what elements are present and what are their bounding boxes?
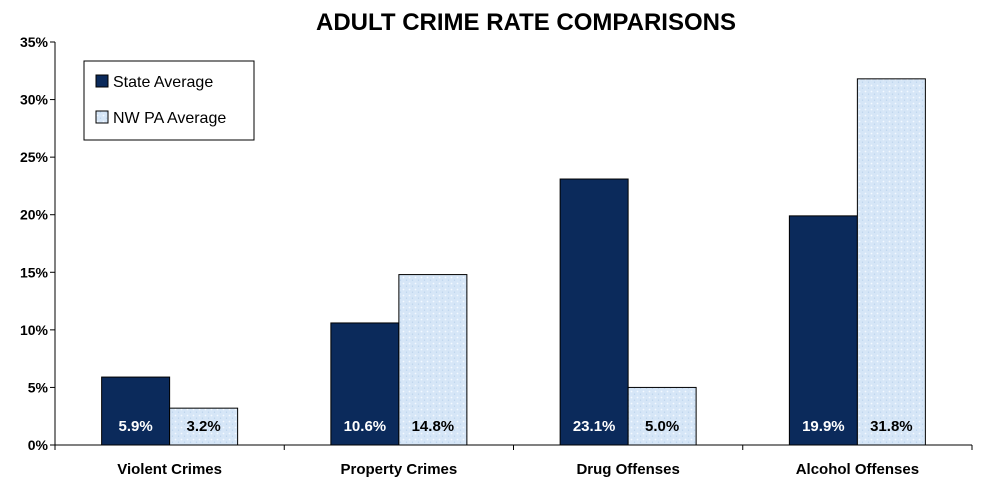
bar-data-label: 14.8% bbox=[412, 418, 455, 435]
bar-state-average bbox=[330, 322, 400, 446]
bars: 5.9% 10.6% 23.1% 19.9% 3.2% 14.8% 5.0% 31.8% bbox=[101, 78, 926, 446]
y-tick-label: 15% bbox=[20, 264, 49, 280]
y-tick-label: 30% bbox=[20, 92, 49, 108]
legend: State Average NW PA Average bbox=[83, 60, 255, 141]
x-category-label: Violent Crimes bbox=[117, 461, 222, 478]
x-category-label: Alcohol Offenses bbox=[796, 461, 919, 478]
x-axis: Violent Crimes Property Crimes Drug Offens… bbox=[54, 444, 973, 478]
legend-swatch bbox=[95, 74, 109, 88]
bar-data-label: 5.9% bbox=[119, 418, 153, 435]
bar-data-label: 23.1% bbox=[573, 418, 616, 435]
bar-state-average bbox=[559, 178, 629, 446]
y-tick-label: 25% bbox=[20, 149, 49, 165]
x-category-label: Property Crimes bbox=[341, 461, 458, 478]
bar-data-label: 19.9% bbox=[802, 418, 845, 435]
bar-data-label: 3.2% bbox=[187, 418, 221, 435]
y-tick-label: 5% bbox=[28, 379, 49, 395]
y-tick-label: 10% bbox=[20, 322, 49, 338]
bar-state-average bbox=[788, 215, 858, 446]
bar-nw-pa-average bbox=[398, 274, 468, 446]
bar-data-label: 10.6% bbox=[344, 418, 387, 435]
bar-nw-pa-average bbox=[169, 407, 239, 446]
bar-data-label: 31.8% bbox=[870, 418, 913, 435]
chart-title: ADULT CRIME RATE COMPARISONS bbox=[316, 9, 736, 36]
bar-nw-pa-average bbox=[627, 386, 697, 446]
y-axis: 0% 5% 10% 15% 20% 25% 30% 35% bbox=[20, 34, 56, 453]
legend-swatch bbox=[95, 110, 109, 124]
legend-box bbox=[83, 60, 255, 141]
bar-nw-pa-average bbox=[856, 78, 926, 446]
y-tick-label: 20% bbox=[20, 207, 49, 223]
y-tick-label: 35% bbox=[20, 34, 49, 50]
y-tick-label: 0% bbox=[28, 437, 49, 453]
bar-data-label: 5.0% bbox=[645, 418, 679, 435]
legend-label: State Average bbox=[113, 74, 213, 91]
legend-label: NW PA Average bbox=[113, 110, 226, 127]
x-category-label: Drug Offenses bbox=[576, 461, 679, 478]
